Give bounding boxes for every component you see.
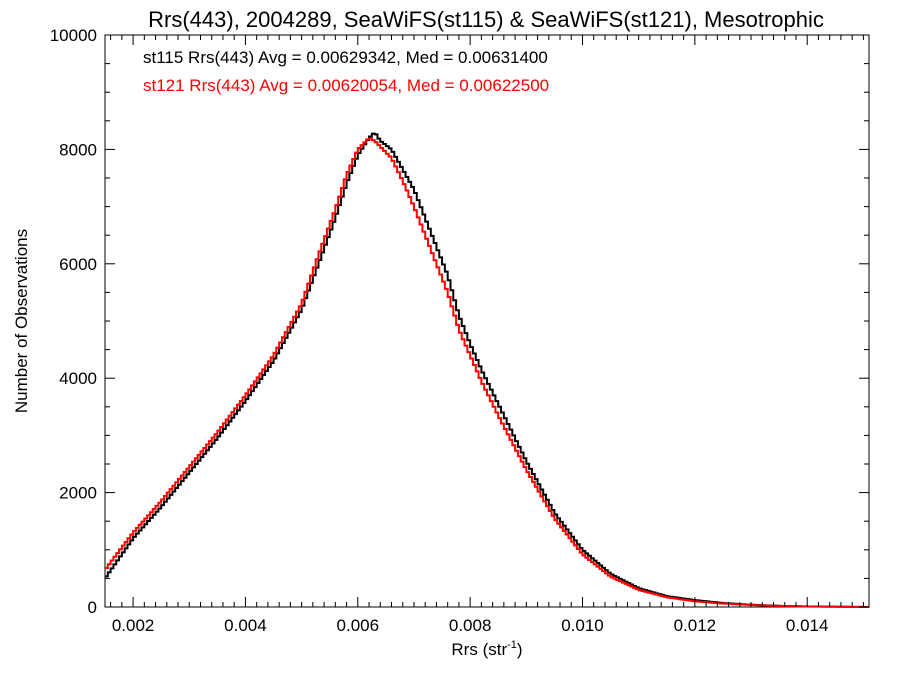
y-tick-label: 0 [88,598,97,617]
plot-area: 0.002 0.004 0.006 0.008 0.010 0.012 0.014 0 200… [50,26,870,635]
y-tick-label: 4000 [59,369,97,388]
x-axis-label-main: Rrs (str [451,640,507,659]
plot-frame [104,34,870,608]
chart-title: Rrs(443), 2004289, SeaWiFS(st115) & SeaW… [148,7,824,32]
x-tick-label: 0.012 [674,616,717,635]
x-tick-label: 0.006 [337,616,380,635]
x-axis-label: Rrs (str-1) [451,639,522,659]
series-annotation-st121: st121 Rrs(443) Avg = 0.00620054, Med = 0… [143,76,549,95]
x-tick-label: 0.010 [561,616,604,635]
y-axis-ticks: 0 2000 4000 6000 8000 10000 [50,26,869,617]
x-tick-label: 0.002 [112,616,155,635]
x-axis-label-end: ) [517,640,523,659]
x-tick-label: 0.004 [224,616,267,635]
x-tick-label: 0.008 [449,616,492,635]
y-tick-label: 6000 [59,255,97,274]
series-line-st115 [105,132,869,608]
y-axis-label: Number of Observations [12,229,31,413]
series-layer [105,132,869,608]
y-tick-label: 2000 [59,484,97,503]
y-tick-label: 8000 [59,140,97,159]
x-tick-label: 0.014 [786,616,829,635]
x-axis-ticks: 0.002 0.004 0.006 0.008 0.010 0.012 0.014 [110,35,864,635]
series-line-st121 [105,137,869,608]
series-annotation-st115: st115 Rrs(443) Avg = 0.00629342, Med = 0… [143,48,548,67]
x-axis-label-sup: -1 [507,639,517,651]
y-tick-label: 10000 [50,26,97,45]
